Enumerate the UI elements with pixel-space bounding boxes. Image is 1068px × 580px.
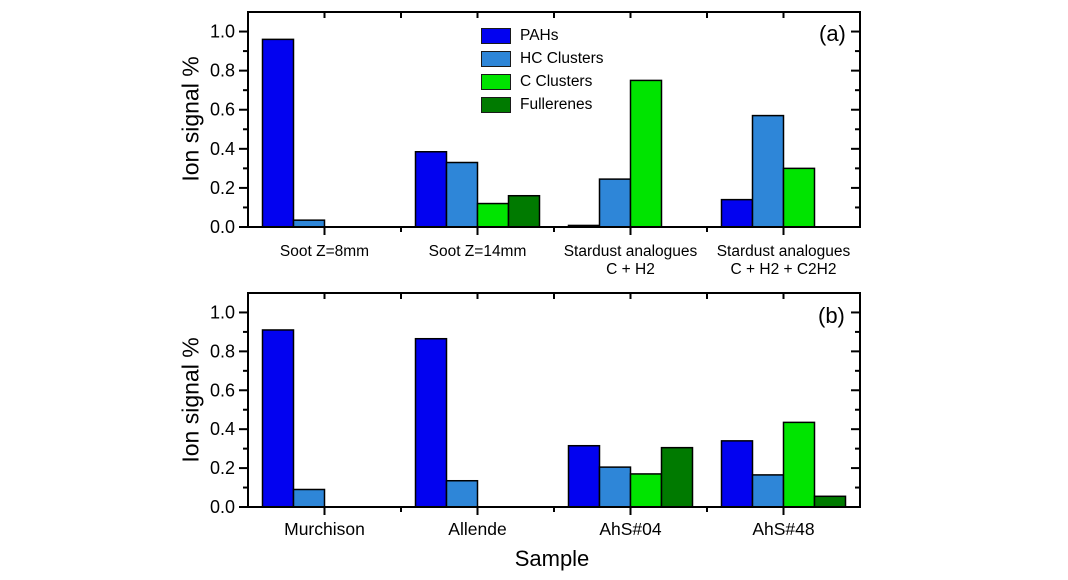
panel-a-y-tick-label: 0.2 [210, 178, 235, 198]
legend-item-pahs: PAHs [481, 28, 604, 44]
panel-a-bar-hc-clusters [445, 161, 479, 228]
legend: PAHs HC Clusters C Clusters Fullerenes [481, 28, 604, 113]
panel-label-a: (a) [819, 21, 846, 46]
panel-b-bar-pahs [261, 329, 295, 508]
panel-b-bar-hc-clusters [292, 488, 326, 508]
panel-a-y-tick-label: 0.8 [210, 61, 235, 81]
panel-b-y-tick-label: 1.0 [210, 302, 235, 322]
legend-item-c-clusters: C Clusters [481, 74, 604, 90]
panel-a-x-category-label: Stardust analogues [717, 243, 851, 260]
legend-swatch-pahs-icon [481, 28, 511, 44]
panel-a-x-category-label: C + H2 [606, 261, 655, 278]
panel-a-x-category-label: C + H2 + C2H2 [731, 261, 837, 278]
panel-a-bar-pahs [720, 198, 754, 228]
panel-b-y-tick-label: 0.6 [210, 380, 235, 400]
panel-b-x-category-label: Murchison [284, 519, 365, 539]
legend-label-pahs: PAHs [520, 27, 559, 44]
panel-a-y-tick-label: 0.6 [210, 100, 235, 120]
panel-b-bar-fullerenes [660, 446, 694, 508]
legend-label-c-clusters: C Clusters [520, 73, 593, 90]
panel-b-y-tick-label: 0.8 [210, 341, 235, 361]
panel-b-bar-hc-clusters [445, 479, 479, 508]
panel-b-x-category-label: AhS#04 [599, 519, 662, 539]
panel-a-bar-hc-clusters [598, 178, 632, 228]
legend-swatch-c-clusters-icon [481, 74, 511, 90]
panel-a-y-tick-label: 0.4 [210, 139, 235, 159]
panel-b-y-tick-label: 0.0 [210, 497, 235, 517]
y-axis-label-panel-a: Ion signal % [177, 56, 204, 182]
panel-b-bar-c-clusters [629, 473, 663, 508]
panel-a-bar-fullerenes [507, 194, 541, 228]
legend-item-fullerenes: Fullerenes [481, 97, 604, 113]
legend-item-hc-clusters: HC Clusters [481, 51, 604, 67]
panel-a-bar-pahs [261, 38, 295, 228]
y-axis-label-panel-b: Ion signal % [177, 337, 204, 463]
panel-b-y-tick-label: 0.2 [210, 458, 235, 478]
panel-b-x-category-label: Allende [448, 519, 506, 539]
panel-a-bar-c-clusters [476, 202, 510, 228]
panel-b-bar-fullerenes [813, 495, 847, 508]
x-axis-label-sample: Sample [514, 546, 590, 571]
panel-a-bar-pahs [414, 151, 448, 228]
legend-swatch-hc-clusters-icon [481, 51, 511, 67]
legend-label-hc-clusters: HC Clusters [520, 50, 604, 67]
panel-b-bar-pahs [414, 337, 448, 508]
panel-a-y-tick-label: 1.0 [210, 22, 235, 42]
panel-a-y-tick-label: 0.0 [210, 217, 235, 237]
panel-b-bar-hc-clusters [751, 474, 785, 508]
panel-a-x-category-label: Stardust analogues [564, 243, 698, 260]
panel-a-bar-hc-clusters [751, 114, 785, 228]
legend-swatch-fullerenes-icon [481, 97, 511, 113]
legend-label-fullerenes: Fullerenes [520, 96, 593, 113]
panel-b-y-tick-label: 0.4 [210, 419, 235, 439]
panel-b-bar-hc-clusters [598, 466, 632, 508]
panel-a-bar-hc-clusters [292, 219, 326, 228]
panel-label-b: (b) [818, 303, 845, 328]
panel-a-bar-c-clusters [782, 167, 816, 228]
panel-b-bar-pahs [720, 440, 754, 508]
panel-b-bar-c-clusters [782, 421, 816, 508]
panel-a-x-category-label: Soot Z=14mm [429, 243, 527, 260]
panel-b-bar-pahs [567, 444, 601, 508]
panel-b-x-category-label: AhS#48 [752, 519, 814, 539]
panel-a-x-category-label: Soot Z=8mm [280, 243, 369, 260]
panel-a-bar-c-clusters [629, 79, 663, 228]
